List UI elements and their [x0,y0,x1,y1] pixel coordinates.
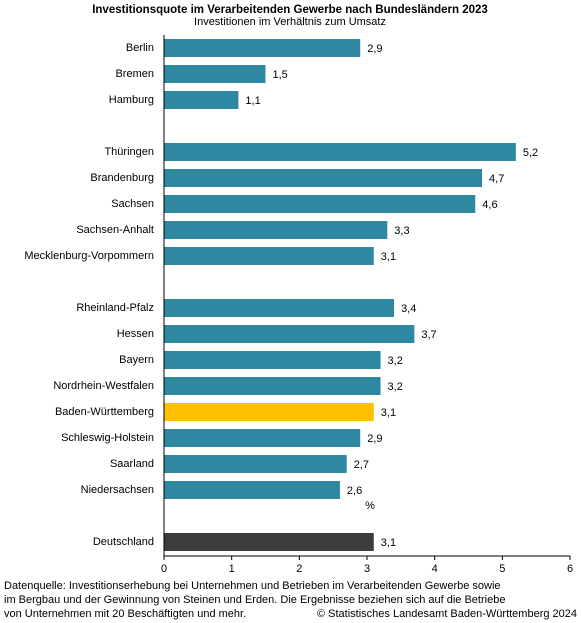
value-label: 5,2 [523,147,538,159]
x-axis-label: % [365,500,375,512]
y-tick-label: Brandenburg [90,172,154,184]
bar [164,403,374,421]
bar [164,299,395,317]
y-tick-label: Rheinland-Pfalz [76,302,154,314]
y-tick-label: Nordrhein-Westfalen [53,380,154,392]
x-tick-label: 6 [567,563,573,575]
value-label: 3,1 [381,537,396,549]
value-label: 4,7 [489,173,504,185]
value-label: 1,1 [245,95,260,107]
bar [164,65,266,83]
bar [164,169,483,187]
value-label: 3,1 [381,407,396,419]
y-tick-label: Schleswig-Holstein [61,432,154,444]
y-tick-label: Sachsen [111,198,154,210]
y-tick-label: Hessen [117,328,154,340]
y-tick-label: Sachsen-Anhalt [76,224,154,236]
y-tick-label: Berlin [126,42,154,54]
y-tick-label: Mecklenburg-Vorpommern [24,250,154,262]
bar [164,39,361,57]
value-label: 2,6 [347,485,362,497]
footnote: im Bergbau und der Gewinnung von Steinen… [4,594,505,606]
bar [164,351,381,369]
y-tick-label: Hamburg [109,94,154,106]
value-label: 2,7 [354,459,369,471]
x-tick-label: 2 [296,563,302,575]
y-tick-label: Baden-Württemberg [55,406,154,418]
y-tick-label: Thüringen [104,146,154,158]
chart-subtitle: Investitionen im Verhältnis zum Umsatz [194,16,386,28]
y-tick-label: Saarland [110,458,154,470]
value-label: 1,5 [273,69,288,81]
bar [164,221,388,239]
bar [164,247,374,265]
chart-title: Investitionsquote im Verarbeitenden Gewe… [92,4,488,16]
bar [164,195,476,213]
bar [164,325,415,343]
footnote: Datenquelle: Investitionserhebung bei Un… [4,580,501,592]
bar [164,377,381,395]
x-tick-label: 5 [499,563,505,575]
bar [164,91,239,109]
y-tick-label: Deutschland [93,536,154,548]
value-label: 2,9 [367,433,382,445]
footnote: von Unternehmen mit 20 Beschäftigten und… [4,608,246,620]
bar [164,481,340,499]
value-label: 4,6 [482,199,497,211]
x-tick-label: 3 [364,563,370,575]
bar [164,455,347,473]
value-label: 3,1 [381,251,396,263]
value-label: 3,3 [394,225,409,237]
value-label: 3,7 [421,329,436,341]
value-label: 3,2 [388,355,403,367]
x-tick-label: 4 [432,563,438,575]
bar [164,429,361,447]
x-tick-label: 1 [229,563,235,575]
y-tick-label: Bremen [115,68,154,80]
bar [164,143,516,161]
bar [164,533,374,551]
source: © Statistisches Landesamt Baden-Württemb… [317,608,577,620]
y-tick-label: Niedersachsen [81,484,154,496]
x-tick-label: 0 [161,563,167,575]
value-label: 3,2 [388,381,403,393]
value-label: 2,9 [367,43,382,55]
y-tick-label: Bayern [119,354,154,366]
value-label: 3,4 [401,303,416,315]
